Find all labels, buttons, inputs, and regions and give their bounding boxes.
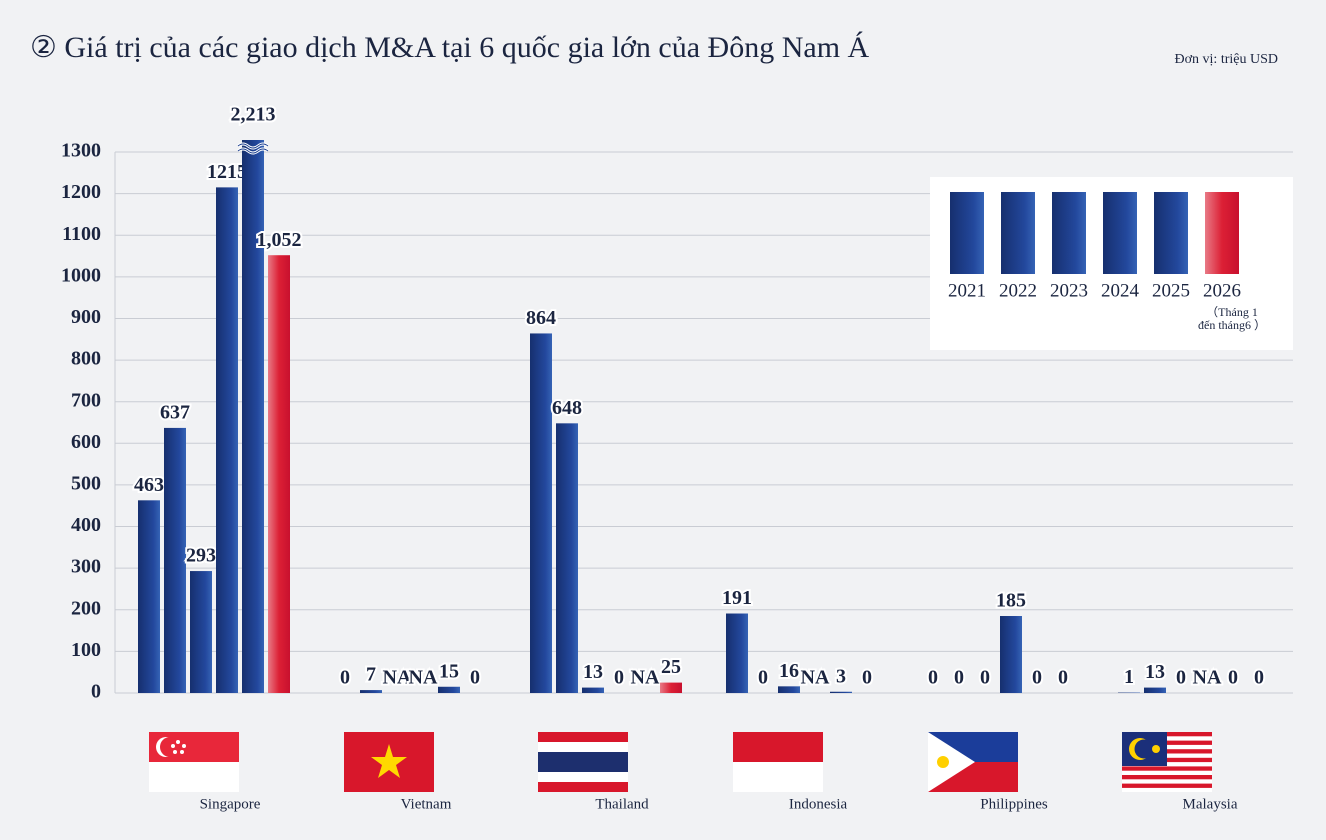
data-label: 3	[836, 665, 846, 687]
x-tick-label: Malaysia	[1183, 796, 1238, 812]
bar	[438, 686, 460, 693]
data-label: 1	[1124, 666, 1134, 688]
y-tick-label: 300	[71, 556, 101, 578]
bar	[530, 333, 552, 693]
y-tick-label: 1000	[61, 264, 101, 286]
y-tick-label: 1100	[62, 223, 101, 245]
data-label: 25	[661, 656, 681, 678]
y-tick-label: 100	[71, 639, 101, 661]
data-label: 648	[552, 397, 582, 419]
y-tick-label: 200	[71, 597, 101, 619]
y-tick-label: 0	[91, 681, 101, 703]
data-label: 0	[1176, 667, 1186, 689]
data-label: 16	[779, 660, 799, 682]
data-label: 864	[526, 307, 556, 329]
data-label: 191	[722, 587, 752, 609]
bar	[138, 500, 160, 693]
y-tick-label: 700	[71, 389, 101, 411]
data-label: 0	[614, 667, 624, 689]
legend-swatch	[1052, 192, 1086, 274]
legend-swatch	[1154, 192, 1188, 274]
bar	[556, 423, 578, 693]
data-label: 293	[186, 545, 216, 567]
bar	[1144, 687, 1166, 693]
data-label: 13	[1145, 661, 1165, 683]
y-tick-label: 800	[71, 348, 101, 370]
data-label: NA	[801, 667, 830, 689]
data-label: 185	[996, 590, 1026, 612]
data-label: 7	[366, 664, 376, 686]
x-tick-label: Philippines	[980, 796, 1048, 812]
legend-label: 2026	[1203, 280, 1241, 301]
data-label: 0	[470, 667, 480, 689]
flag-vietnam	[344, 732, 434, 792]
bar	[216, 187, 238, 693]
flag-malaysia	[1122, 732, 1212, 792]
legend-label: 2023	[1050, 280, 1088, 301]
data-label: 463	[134, 474, 164, 496]
legend-swatch	[950, 192, 984, 274]
legend-label: 2022	[999, 280, 1037, 301]
flag-thailand	[538, 732, 628, 792]
data-label: 637	[160, 402, 190, 424]
x-tick-label: Vietnam	[401, 796, 452, 812]
data-label: 0	[1058, 667, 1068, 689]
y-tick-label: 1300	[61, 140, 101, 162]
data-label: NA	[383, 667, 412, 689]
data-label: 1215	[207, 161, 247, 183]
legend-label: 2025	[1152, 280, 1190, 301]
y-tick-label: 400	[71, 514, 101, 536]
data-label: 0	[954, 667, 964, 689]
data-label: NA	[1193, 667, 1222, 689]
data-label: 0	[980, 667, 990, 689]
data-label: NA	[631, 667, 660, 689]
data-label: NA	[409, 667, 438, 689]
data-label: 0	[1228, 667, 1238, 689]
data-label: 0	[1254, 667, 1264, 689]
flag-singapore	[149, 732, 239, 792]
unit-label: Đơn vị: triệu USD	[1175, 52, 1278, 67]
flags: 0100200300400500600700800900100011001200…	[61, 140, 1293, 792]
data-label: 2,213	[231, 104, 276, 126]
bar	[660, 682, 682, 693]
flag-indonesia	[733, 732, 823, 792]
y-tick-label: 500	[71, 473, 101, 495]
bar	[830, 691, 852, 693]
legend-swatch	[1205, 192, 1239, 274]
legend-swatch	[1001, 192, 1035, 274]
legend-note: （Tháng 1	[1206, 305, 1258, 319]
bar	[582, 687, 604, 693]
legend-label: 2021	[948, 280, 986, 301]
y-tick-label: 1200	[61, 181, 101, 203]
bar	[726, 613, 748, 693]
x-tick-label: Singapore	[200, 796, 261, 812]
legend-label: 2024	[1101, 280, 1140, 301]
y-tick-label: 600	[71, 431, 101, 453]
bar	[1000, 616, 1022, 693]
data-label: 0	[862, 667, 872, 689]
bar	[242, 140, 264, 694]
data-label: 15	[439, 660, 459, 682]
bar	[268, 255, 290, 693]
y-tick-label: 900	[71, 306, 101, 328]
data-label: 0	[758, 667, 768, 689]
data-label: 1,052	[257, 229, 302, 251]
bar	[190, 571, 212, 693]
bar	[360, 690, 382, 693]
data-label: 13	[583, 661, 603, 683]
bar	[778, 686, 800, 693]
data-label: 0	[928, 667, 938, 689]
legend-swatch	[1103, 192, 1137, 274]
data-label: 0	[340, 667, 350, 689]
bar	[164, 427, 186, 693]
x-tick-label: Indonesia	[789, 796, 848, 812]
chart-title: ② Giá trị của các giao dịch M&A tại 6 qu…	[30, 31, 870, 64]
axis-break	[237, 143, 269, 154]
flag-philippines	[928, 732, 1018, 792]
x-tick-label: Thailand	[595, 796, 649, 812]
legend-note: đến tháng6 ）	[1198, 318, 1266, 332]
data-label: 0	[1032, 667, 1042, 689]
